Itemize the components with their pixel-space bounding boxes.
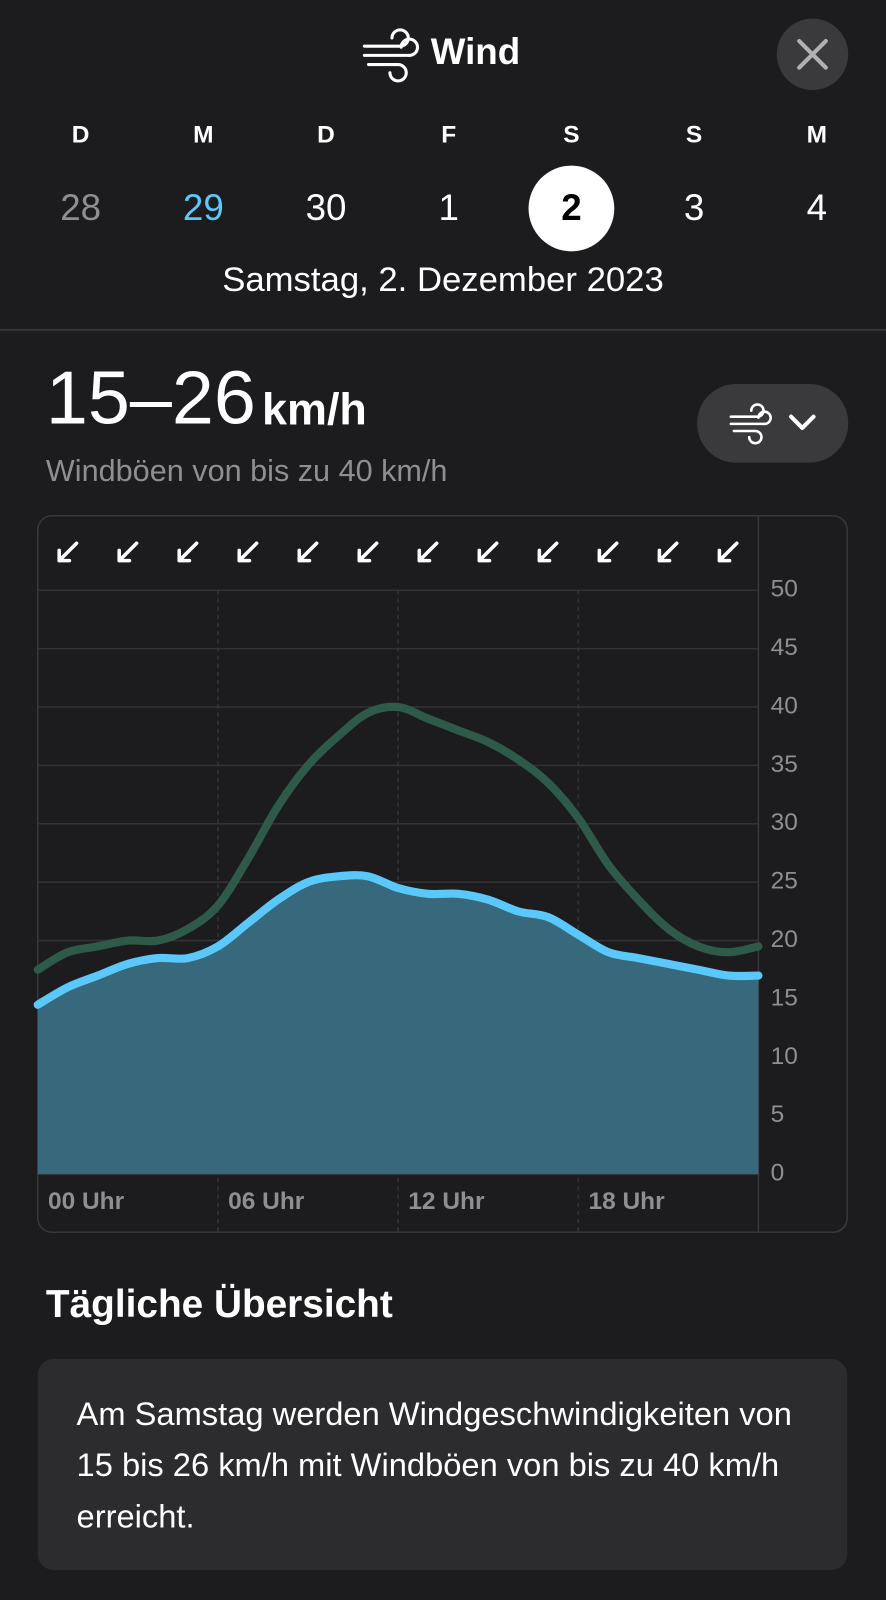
weekday-label: F [441, 121, 456, 148]
weekday-label: D [72, 121, 90, 148]
day-number[interactable]: 2 [561, 187, 581, 228]
day-picker: D 28 M 29 D 30 F 1 S 2 S 3 M 4 [60, 121, 827, 252]
overview-text: Am Samstag werden Windgeschwindigkeiten … [76, 1395, 792, 1535]
mode-selector[interactable] [697, 384, 849, 463]
y-tick-label: 0 [771, 1160, 785, 1187]
direction-arrow [657, 541, 679, 563]
direction-arrow [177, 541, 199, 563]
overview-title: Tägliche Übersicht [46, 1283, 393, 1326]
direction-arrow [537, 541, 559, 563]
weekday-label: D [317, 121, 335, 148]
day-number[interactable]: 1 [438, 187, 458, 228]
day-number[interactable]: 4 [807, 187, 827, 228]
y-tick-label: 50 [771, 576, 798, 603]
selected-date: Samstag, 2. Dezember 2023 [222, 261, 664, 299]
weekday-label: S [686, 121, 702, 148]
y-tick-label: 15 [771, 984, 798, 1011]
day-number[interactable]: 29 [183, 187, 224, 228]
line [33, 871, 763, 1009]
day-number[interactable]: 3 [684, 187, 704, 228]
line [33, 702, 763, 974]
direction-arrow [357, 541, 379, 563]
weekday-label: M [807, 121, 827, 148]
x-tick-label: 00 Uhr [48, 1188, 125, 1215]
y-tick-label: 30 [771, 809, 798, 836]
direction-arrow [57, 541, 79, 563]
day-number[interactable]: 28 [60, 187, 101, 228]
close-button[interactable] [776, 18, 849, 91]
direction-arrows [57, 541, 739, 563]
header-title: Wind [431, 31, 520, 72]
gusts-summary: Windböen von bis zu 40 km/h [46, 454, 448, 488]
chart: 0 5 10 15 20 25 30 35 40 45 50 00 Uhr 06 Uhr 12 Uhr 18… [33, 515, 798, 1233]
y-tick-label: 5 [771, 1101, 785, 1128]
weekday-label: S [563, 121, 579, 148]
direction-arrow [477, 541, 499, 563]
wind-range: 15–26 [46, 356, 256, 440]
selected-day-bg [528, 165, 615, 252]
y-tick-label: 10 [771, 1043, 798, 1070]
x-tick-label: 06 Uhr [228, 1188, 305, 1215]
direction-arrow [597, 541, 619, 563]
direction-arrow [237, 541, 259, 563]
y-tick-label: 25 [771, 868, 798, 895]
overview-card [37, 1358, 848, 1571]
day-number[interactable]: 30 [306, 187, 347, 228]
y-tick-label: 20 [771, 926, 798, 953]
wind-unit: km/h [262, 383, 367, 434]
direction-arrow [417, 541, 439, 563]
overview-box: Am Samstag werden Windgeschwindigkeiten … [76, 1395, 792, 1535]
direction-arrow [117, 541, 139, 563]
x-tick-label: 12 Uhr [408, 1188, 485, 1215]
x-tick-label: 18 Uhr [588, 1188, 665, 1215]
y-tick-label: 40 [771, 692, 798, 719]
y-tick-label: 45 [771, 634, 798, 661]
direction-arrow [717, 541, 739, 563]
weekday-label: M [193, 121, 213, 148]
wind-icon [362, 28, 419, 83]
direction-arrow [297, 541, 319, 563]
y-tick-label: 35 [771, 751, 798, 778]
